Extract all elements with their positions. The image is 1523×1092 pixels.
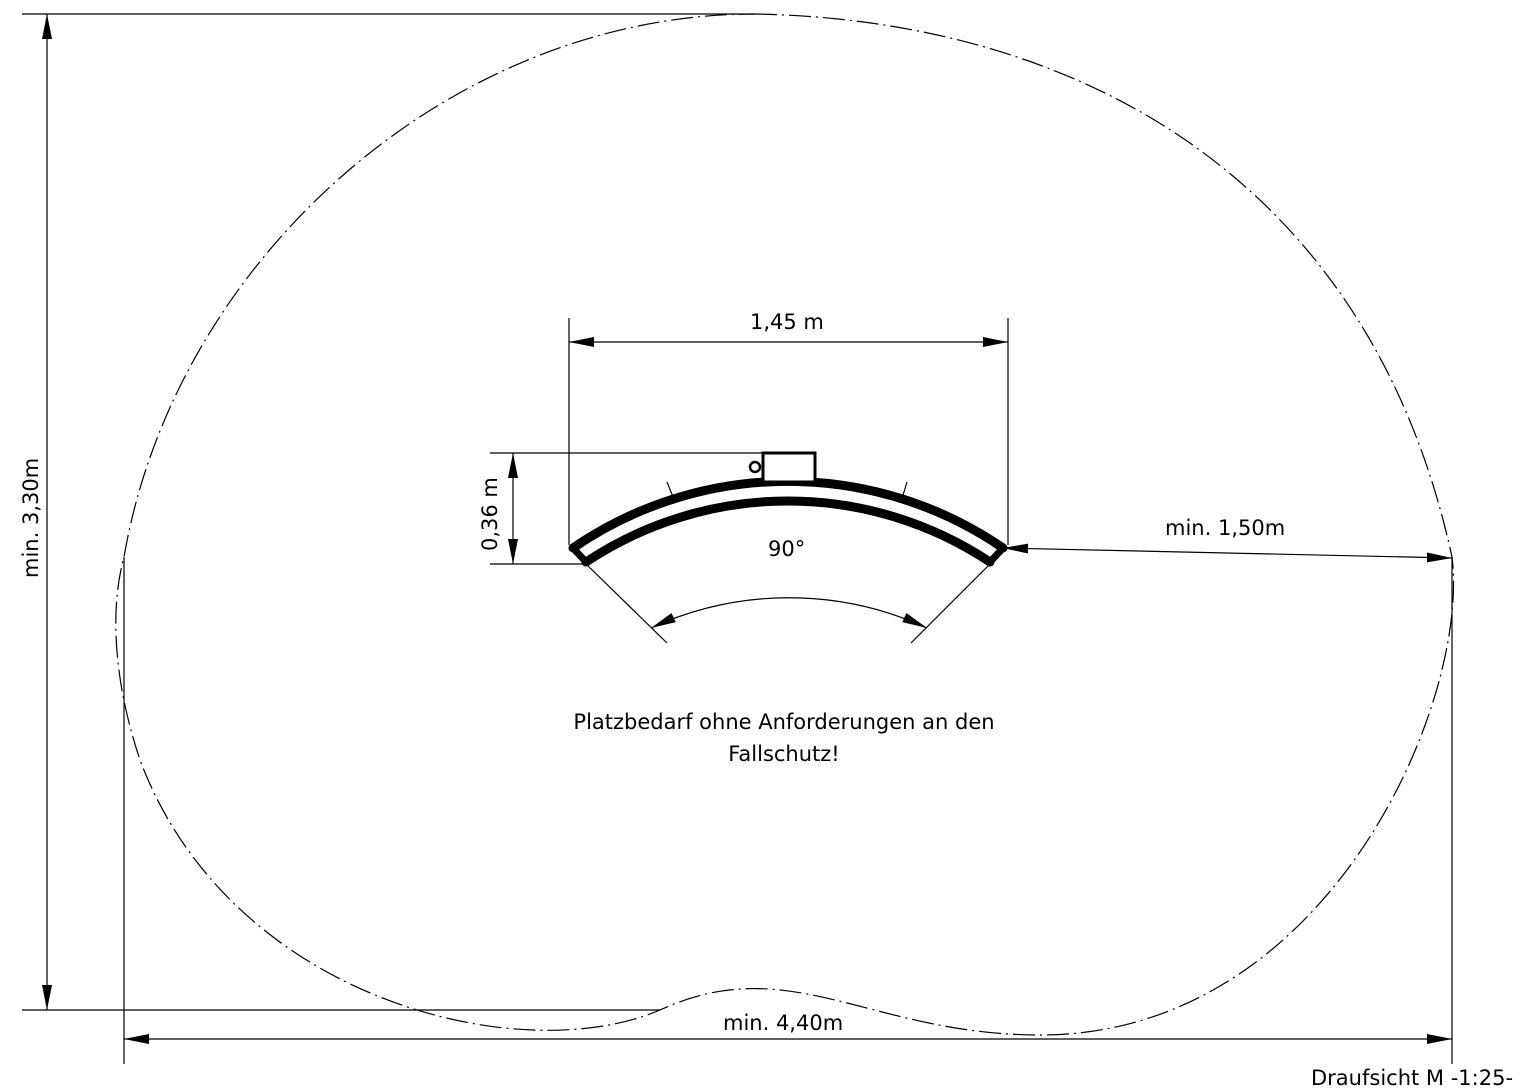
- dimension-angle: 90°: [585, 537, 991, 644]
- safety-zone-boundary: [115, 13, 1455, 1036]
- note-line-2: Fallschutz!: [728, 742, 839, 766]
- connector-box: [761, 451, 817, 484]
- view-title: Draufsicht M -1:25-: [1311, 1066, 1513, 1090]
- dim-total-height-label: min. 3,30m: [19, 458, 43, 578]
- dim-angle-label: 90°: [768, 537, 805, 561]
- dim-total-width-label: min. 4,40m: [723, 1011, 843, 1035]
- dimension-width-top: 1,45 m: [568, 310, 1009, 545]
- dim-width-top-label: 1,45 m: [750, 310, 824, 334]
- dimension-total-width: min. 4,40m: [123, 557, 1453, 1064]
- dim-height-small-label: 0,36 m: [478, 477, 502, 551]
- note-line-1: Platzbedarf ohne Anforderungen an den: [573, 710, 994, 734]
- dimension-height-small: 0,36 m: [478, 452, 790, 565]
- dimension-total-height: min. 3,30m: [19, 13, 755, 1011]
- dim-clearance-right-label: min. 1,50m: [1165, 516, 1285, 540]
- dimension-clearance-right: min. 1,50m: [1002, 516, 1453, 563]
